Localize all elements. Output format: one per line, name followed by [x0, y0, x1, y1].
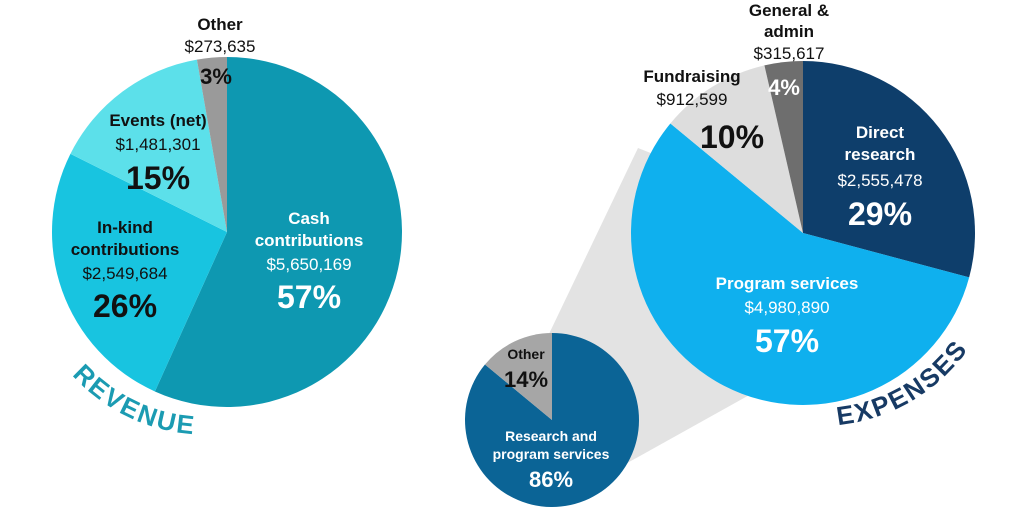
- label-inkind-percent: 26%: [93, 288, 157, 324]
- label-cash-percent: 57%: [277, 279, 341, 315]
- label-sub-rps-percent: 86%: [529, 467, 573, 492]
- pie-slice-in-kind-contributions: [51, 153, 227, 392]
- label-fund-value: $912,599: [657, 90, 728, 109]
- expense-breakdown-pie: [465, 333, 639, 507]
- label-ga-name-1: General &: [749, 1, 829, 20]
- label-direct-percent: 29%: [848, 196, 912, 232]
- label-rev-other-percent: 3%: [200, 64, 232, 89]
- label-ga-value: $315,617: [754, 44, 825, 63]
- label-direct-name-1: Direct: [856, 123, 905, 142]
- expenses-pie: [631, 61, 975, 405]
- label-inkind-value: $2,549,684: [82, 264, 167, 283]
- label-direct-name-2: research: [845, 145, 916, 164]
- label-ga-name-2: admin: [764, 22, 814, 41]
- label-program-name: Program services: [716, 274, 859, 293]
- label-events-percent: 15%: [126, 160, 190, 196]
- label-events-value: $1,481,301: [115, 135, 200, 154]
- pie-slice-program-services: [631, 123, 970, 405]
- label-sub-other-name: Other: [507, 346, 545, 362]
- label-cash-value: $5,650,169: [266, 255, 351, 274]
- label-cash-name-1: Cash: [288, 209, 330, 228]
- label-rev-other-value: $273,635: [185, 37, 256, 56]
- pie-slice-general-admin: [764, 61, 803, 233]
- label-sub-rps-name-1: Research and: [505, 428, 597, 444]
- label-ga-percent: 4%: [768, 75, 800, 100]
- label-fund-percent: 10%: [700, 119, 764, 155]
- pie-slice-fundraising: [670, 65, 803, 234]
- pie-slice-events-net: [70, 59, 227, 232]
- pie-slice-direct-research: [803, 61, 975, 278]
- label-rev-other-name: Other: [197, 15, 243, 34]
- pie-slice-revenue-other: [196, 57, 227, 232]
- label-fund-name: Fundraising: [643, 67, 740, 86]
- expenses-labels: Direct research $2,555,478 29% Program s…: [643, 1, 922, 359]
- label-inkind-name-2: contributions: [71, 240, 180, 259]
- label-inkind-name-1: In-kind: [97, 218, 153, 237]
- label-events-name: Events (net): [109, 111, 206, 130]
- label-sub-rps-name-2: program services: [493, 446, 610, 462]
- breakdown-labels: Other 14% Research and program services …: [493, 346, 610, 492]
- pie-slice-cash-contributions: [154, 57, 402, 407]
- revenue-labels: Cash contributions $5,650,169 57% In-kin…: [71, 15, 364, 324]
- label-program-percent: 57%: [755, 323, 819, 359]
- label-sub-other-percent: 14%: [504, 367, 548, 392]
- pie-slice-breakdown-other: [484, 333, 552, 420]
- label-direct-value: $2,555,478: [837, 171, 922, 190]
- label-cash-name-2: contributions: [255, 231, 364, 250]
- label-program-value: $4,980,890: [744, 298, 829, 317]
- revenue-pie: [51, 57, 402, 407]
